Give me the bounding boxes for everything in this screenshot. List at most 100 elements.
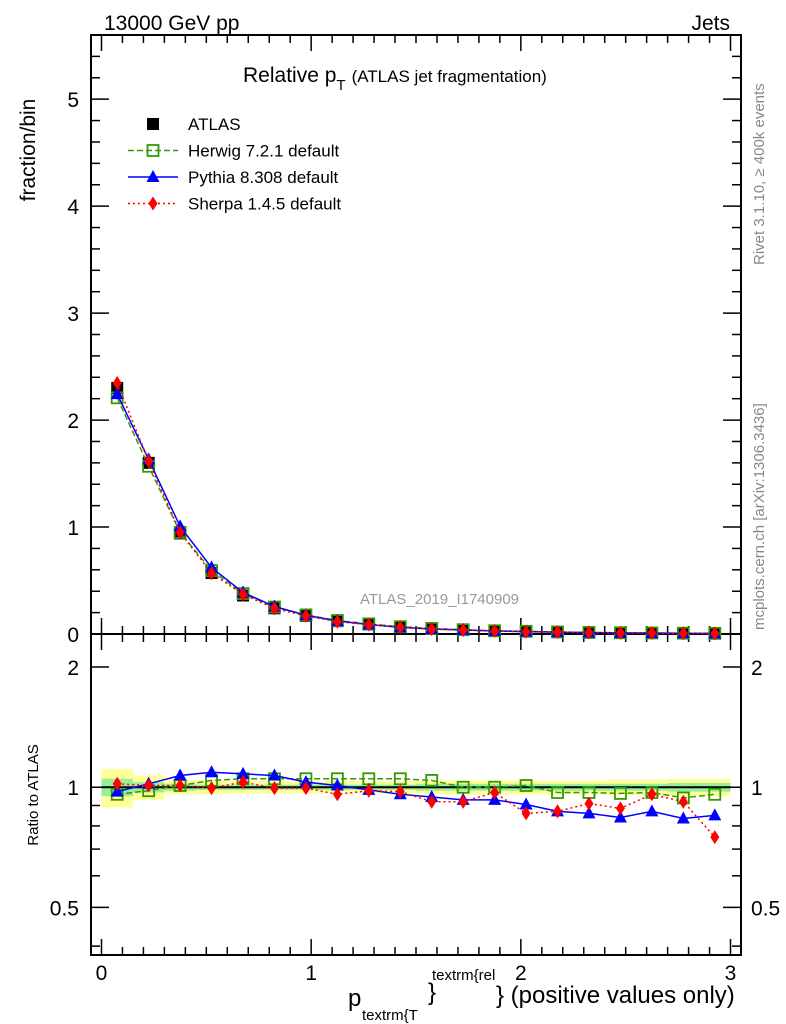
ratio-point-herwig	[708, 787, 722, 801]
data-point-sherpa	[332, 614, 342, 629]
ratio-point-sherpa	[332, 787, 342, 802]
legend-label: ATLAS	[188, 115, 241, 134]
title-sub: T	[336, 77, 345, 94]
ratio-point-herwig	[614, 787, 627, 800]
ratio-point-sherpa	[395, 784, 405, 799]
data-point-sherpa	[458, 623, 468, 638]
xlabel-brace: }	[428, 979, 436, 1006]
y-tick-label: 1	[67, 517, 79, 540]
ratio-point-pythia	[582, 806, 596, 819]
ratio-point-sherpa	[521, 806, 531, 821]
ratio-point-sherpa	[301, 781, 311, 796]
y-tick-label: 4	[67, 196, 79, 219]
ratio-point-herwig	[456, 780, 470, 794]
ratio-point-herwig	[519, 779, 533, 792]
x-tick-label: 0	[96, 962, 108, 985]
ratio-point-sherpa	[553, 804, 563, 819]
ratio-point-pythia	[236, 766, 250, 779]
data-point-sherpa	[615, 625, 625, 640]
ratio-point-sherpa	[584, 796, 594, 811]
ratio-point-pythia	[519, 797, 533, 810]
legend-label: Herwig 7.2.1 default	[188, 142, 339, 161]
ratio-point-sherpa	[427, 794, 437, 809]
data-point-sherpa	[395, 620, 405, 635]
ratio-point-sherpa	[238, 775, 248, 790]
ratio-point-sherpa	[615, 801, 625, 816]
ratio-point-herwig	[551, 786, 564, 799]
data-point-sherpa	[112, 376, 122, 391]
ratio-tick-label-right: 0.5	[751, 897, 780, 920]
ratio-point-sherpa	[144, 778, 154, 793]
data-point-sherpa	[364, 617, 374, 632]
legend-marker	[148, 196, 158, 211]
ratio-tick-label: 0.5	[50, 897, 79, 920]
ratio-y-axis-label: Ratio to ATLAS	[25, 744, 42, 845]
data-point-sherpa	[584, 625, 594, 640]
ratio-tick-label: 2	[67, 657, 79, 680]
ratio-point-pythia	[708, 808, 722, 821]
ratio-point-sherpa	[710, 830, 720, 845]
data-point-sherpa	[301, 608, 311, 623]
ratio-point-pythia	[267, 768, 281, 781]
ratio-point-herwig	[425, 774, 439, 787]
data-point-sherpa	[175, 525, 185, 540]
data-point-sherpa	[647, 625, 657, 640]
xlabel-rest: } (positive values only)	[496, 982, 735, 1009]
data-point-sherpa	[490, 623, 500, 638]
ratio-point-sherpa	[112, 776, 122, 791]
x-tick-label: 3	[725, 962, 737, 985]
ratio-point-pythia	[613, 810, 627, 823]
x-tick-label: 2	[515, 962, 527, 985]
ratio-point-pythia	[676, 811, 690, 824]
xlabel-sup: textrm{rel	[432, 967, 495, 984]
ratio-point-herwig	[393, 772, 407, 786]
data-point-sherpa	[269, 601, 279, 616]
ratio-point-pythia	[173, 768, 187, 781]
data-point-sherpa	[238, 587, 248, 602]
data-point-sherpa	[207, 566, 217, 581]
xlabel-p: p	[348, 985, 361, 1012]
title-rest: (ATLAS jet fragmentation)	[352, 67, 547, 86]
data-point-sherpa	[427, 622, 437, 637]
x-tick-label: 1	[305, 962, 317, 985]
x-axis-label: p textrm{T } textrm{rel } (positive valu…	[348, 967, 735, 1024]
legend-label: Sherpa 1.4.5 default	[188, 195, 341, 214]
ratio-point-sherpa	[364, 783, 374, 798]
ratio-point-sherpa	[647, 787, 657, 802]
ratio-point-sherpa	[678, 794, 688, 809]
legend-marker	[146, 144, 160, 157]
y-tick-label: 3	[67, 303, 79, 326]
ratio-point-sherpa	[269, 781, 279, 796]
legend-marker	[146, 170, 160, 182]
ratio-point-pythia	[205, 765, 219, 778]
data-point-sherpa	[144, 454, 154, 469]
ratio-point-sherpa	[458, 794, 468, 809]
y-tick-label: 0	[67, 624, 79, 647]
side-label-mcplots: mcplots.cern.ch [arXiv:1306.3436]	[751, 403, 768, 630]
header-right: Jets	[691, 12, 730, 35]
xlabel-sub: textrm{T	[362, 1007, 418, 1024]
side-label-rivet: Rivet 3.1.10, ≥ 400k events	[751, 83, 768, 265]
ratio-line-sherpa	[117, 781, 716, 838]
data-point-sherpa	[678, 626, 688, 641]
ratio-tick-label: 1	[67, 777, 79, 800]
legend-label: Pythia 8.308 default	[188, 168, 339, 187]
data-point-sherpa	[553, 625, 563, 640]
data-point-sherpa	[521, 624, 531, 639]
data-point-pythia	[110, 387, 124, 400]
ratio-point-sherpa	[175, 778, 185, 793]
title-main: Relative p	[243, 64, 336, 87]
ratio-point-pythia	[330, 778, 344, 791]
ratio-tick-label-right: 2	[751, 657, 763, 680]
chart-title: Relative pT (ATLAS jet fragmentation)	[243, 64, 547, 94]
ratio-point-sherpa	[490, 785, 500, 800]
watermark: ATLAS_2019_I1740909	[360, 591, 519, 608]
svg-text:Relative pT(ATLAS jet fragment: Relative pT (ATLAS jet fragmentation)	[243, 64, 547, 94]
data-point-pythia	[173, 519, 187, 532]
y-axis-label: fraction/bin	[17, 99, 40, 202]
y-tick-label: 5	[67, 89, 79, 112]
ratio-point-pythia	[645, 804, 659, 817]
data-point-sherpa	[710, 626, 720, 641]
ratio-tick-label-right: 1	[751, 777, 763, 800]
